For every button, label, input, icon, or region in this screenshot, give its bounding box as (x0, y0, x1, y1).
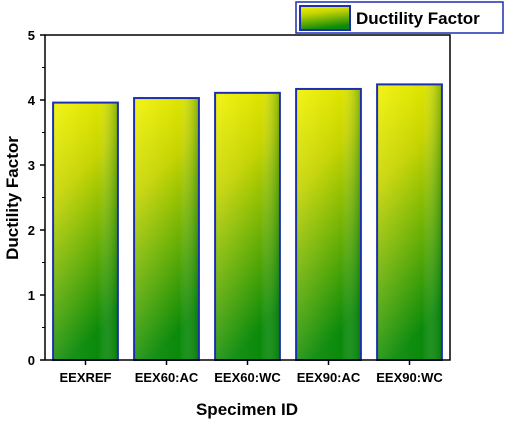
y-axis-title: Ductility Factor (3, 136, 22, 260)
legend-label: Ductility Factor (356, 9, 480, 28)
y-tick-label: 3 (28, 158, 35, 173)
y-tick-label: 2 (28, 223, 35, 238)
x-tick-label: EEX60:AC (135, 370, 199, 385)
bar-shade (135, 99, 198, 360)
y-ticks: 0 1 2 3 4 5 (28, 28, 45, 368)
bar-shade (297, 89, 360, 359)
x-ticks: EEXREF EEX60:AC EEX60:WC EEX90:AC EEX90:WC (59, 360, 443, 385)
bar-shade (378, 85, 441, 360)
y-tick-label: 5 (28, 28, 35, 43)
legend: Ductility Factor (295, 1, 504, 34)
x-tick-label: EEX60:WC (214, 370, 281, 385)
y-tick-label: 4 (28, 93, 36, 108)
x-axis-title: Specimen ID (196, 400, 298, 419)
x-tick-label: EEX90:AC (297, 370, 361, 385)
x-tick-label: EEX90:WC (376, 370, 443, 385)
y-tick-label: 1 (28, 288, 35, 303)
bar-shade (54, 103, 117, 359)
bars-group (52, 83, 443, 362)
x-tick-label: EEXREF (59, 370, 111, 385)
bar-shade (216, 93, 279, 359)
legend-swatch (299, 5, 351, 31)
y-tick-label: 0 (28, 353, 35, 368)
